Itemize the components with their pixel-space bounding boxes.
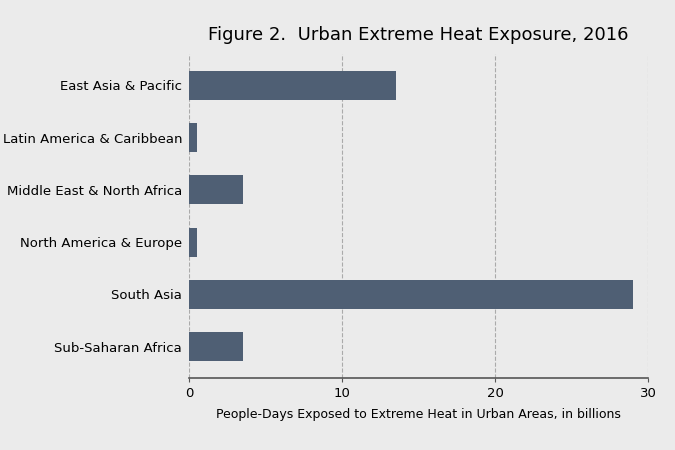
Bar bbox=[189, 123, 196, 152]
Bar bbox=[189, 228, 196, 256]
Bar bbox=[189, 71, 396, 100]
Bar bbox=[189, 332, 242, 361]
Bar bbox=[189, 176, 242, 204]
Bar bbox=[189, 280, 632, 309]
Title: Figure 2.  Urban Extreme Heat Exposure, 2016: Figure 2. Urban Extreme Heat Exposure, 2… bbox=[209, 26, 628, 44]
X-axis label: People-Days Exposed to Extreme Heat in Urban Areas, in billions: People-Days Exposed to Extreme Heat in U… bbox=[216, 408, 621, 421]
